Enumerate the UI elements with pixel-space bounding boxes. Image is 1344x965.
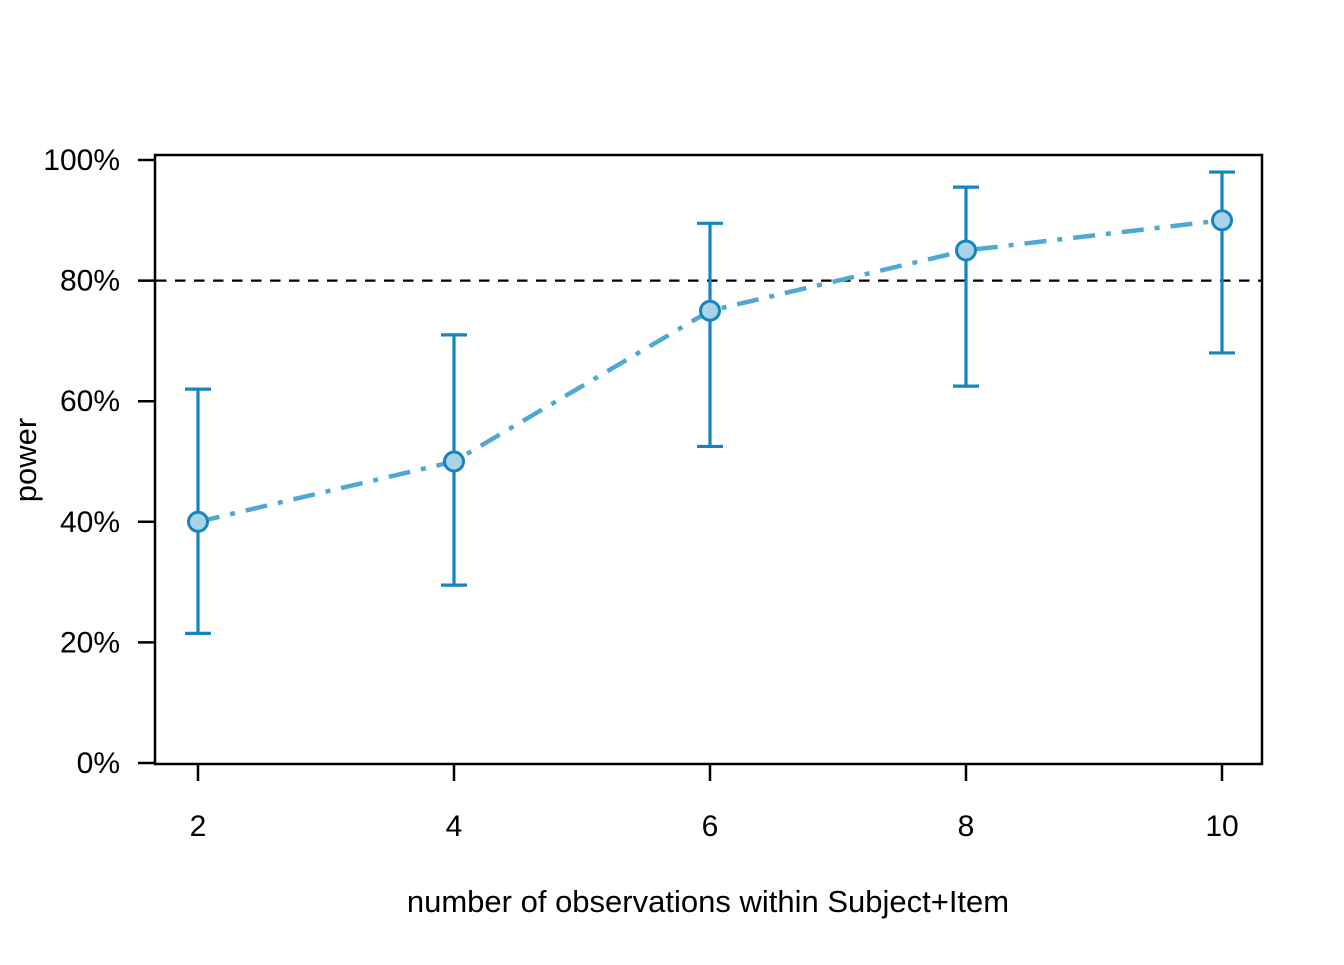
x-axis-title: number of observations within Subject+It… [407, 884, 1009, 919]
plot-border [153, 153, 1264, 766]
y-tick-label: 100% [43, 144, 120, 177]
data-point-marker [955, 239, 977, 262]
data-point-marker [699, 299, 721, 322]
plot-layers: 0% 20% 40% 60% 80% 100% 2 4 6 8 10 [43, 144, 1264, 843]
x-tick-label: 6 [702, 810, 719, 843]
x-tick-label: 4 [446, 810, 463, 843]
y-tick-label: 80% [60, 265, 120, 298]
y-tick-label: 0% [77, 747, 120, 780]
y-tick-label: 40% [60, 506, 120, 539]
x-tick-label: 8 [958, 810, 975, 843]
data-point-marker [187, 510, 209, 533]
y-axis-title: power [8, 418, 43, 502]
y-tick-label: 60% [60, 385, 120, 418]
x-tick-label: 2 [190, 810, 207, 843]
data-point-marker [1211, 209, 1233, 232]
data-point-marker [443, 450, 465, 473]
x-tick-label: 10 [1205, 810, 1238, 843]
y-tick-label: 20% [60, 626, 120, 659]
